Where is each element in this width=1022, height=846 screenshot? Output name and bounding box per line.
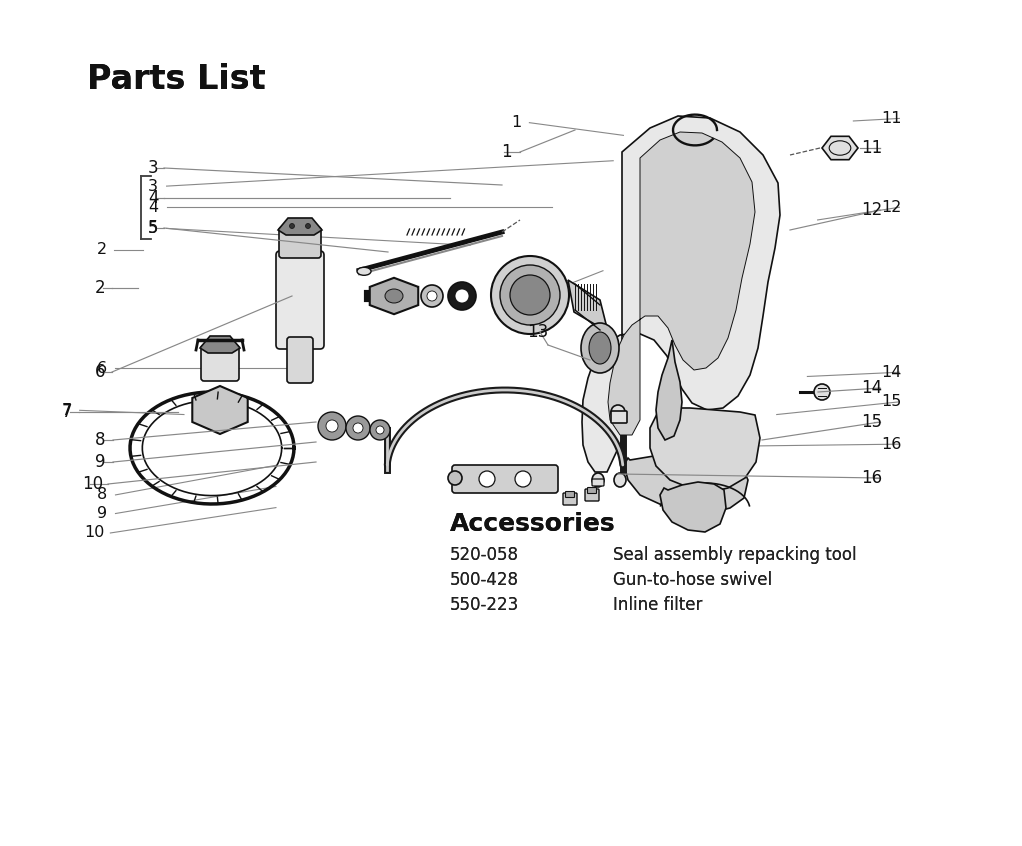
Text: 2: 2 — [95, 279, 105, 297]
Text: Parts List: Parts List — [87, 63, 266, 96]
Polygon shape — [370, 277, 418, 314]
Text: 9: 9 — [95, 453, 105, 471]
Text: 4: 4 — [148, 189, 158, 207]
Text: 500-428: 500-428 — [450, 571, 519, 589]
Text: 5: 5 — [148, 221, 158, 236]
Text: Seal assembly repacking tool: Seal assembly repacking tool — [613, 546, 856, 563]
Ellipse shape — [376, 426, 384, 434]
FancyBboxPatch shape — [585, 489, 599, 501]
Ellipse shape — [353, 423, 363, 433]
FancyBboxPatch shape — [276, 251, 324, 349]
Text: 14: 14 — [881, 365, 901, 380]
Polygon shape — [608, 132, 755, 435]
Text: 6: 6 — [95, 363, 105, 381]
Polygon shape — [660, 482, 726, 532]
Polygon shape — [650, 408, 760, 492]
Text: Seal assembly repacking tool: Seal assembly repacking tool — [613, 546, 856, 563]
FancyBboxPatch shape — [279, 227, 321, 258]
Text: 550-223: 550-223 — [450, 596, 519, 614]
Polygon shape — [624, 452, 748, 513]
Text: 16: 16 — [881, 437, 901, 452]
Polygon shape — [582, 116, 780, 472]
Ellipse shape — [306, 223, 311, 228]
Text: 3: 3 — [148, 179, 158, 194]
Text: 7: 7 — [62, 403, 73, 421]
Text: 14: 14 — [861, 379, 882, 397]
Text: 11: 11 — [881, 111, 901, 126]
Ellipse shape — [580, 323, 619, 373]
Ellipse shape — [326, 420, 338, 432]
Text: 8: 8 — [95, 431, 105, 449]
Ellipse shape — [385, 289, 403, 303]
Text: 16: 16 — [861, 469, 882, 487]
Ellipse shape — [448, 282, 476, 310]
Text: 6: 6 — [97, 360, 107, 376]
Ellipse shape — [455, 289, 469, 303]
FancyBboxPatch shape — [201, 345, 239, 381]
FancyBboxPatch shape — [588, 487, 597, 493]
Ellipse shape — [357, 267, 371, 275]
Ellipse shape — [500, 265, 560, 325]
FancyBboxPatch shape — [452, 465, 558, 493]
Text: 550-223: 550-223 — [450, 596, 519, 614]
Text: Gun-to-hose swivel: Gun-to-hose swivel — [613, 571, 773, 589]
Polygon shape — [200, 336, 240, 353]
Ellipse shape — [370, 420, 390, 440]
Polygon shape — [568, 280, 608, 332]
Ellipse shape — [611, 405, 625, 419]
Text: Accessories: Accessories — [450, 512, 615, 536]
FancyBboxPatch shape — [287, 337, 313, 383]
Text: 2: 2 — [97, 242, 107, 257]
Ellipse shape — [318, 412, 346, 440]
Polygon shape — [192, 386, 247, 434]
Text: 520-058: 520-058 — [450, 546, 519, 563]
Text: 8: 8 — [97, 487, 107, 503]
FancyBboxPatch shape — [565, 492, 574, 497]
Ellipse shape — [427, 291, 437, 301]
Text: 3: 3 — [148, 159, 158, 177]
FancyBboxPatch shape — [563, 493, 577, 505]
Text: 4: 4 — [148, 200, 158, 215]
Text: 7: 7 — [61, 403, 72, 418]
Text: 15: 15 — [881, 394, 901, 409]
Ellipse shape — [515, 471, 531, 487]
Polygon shape — [656, 340, 682, 440]
Text: 12: 12 — [861, 201, 882, 219]
Text: Inline filter: Inline filter — [613, 596, 702, 614]
Text: 1: 1 — [502, 143, 512, 161]
Ellipse shape — [479, 471, 495, 487]
Text: 5: 5 — [148, 219, 158, 237]
Polygon shape — [278, 218, 322, 235]
Text: Gun-to-hose swivel: Gun-to-hose swivel — [613, 571, 773, 589]
Ellipse shape — [346, 416, 370, 440]
Ellipse shape — [614, 473, 626, 487]
Text: 500-428: 500-428 — [450, 571, 519, 589]
FancyBboxPatch shape — [592, 479, 604, 486]
Text: 12: 12 — [881, 200, 901, 215]
Text: 9: 9 — [97, 506, 107, 521]
Text: 13: 13 — [526, 323, 548, 341]
Text: 13: 13 — [540, 293, 560, 308]
Ellipse shape — [289, 223, 294, 228]
Text: 1: 1 — [511, 115, 521, 130]
Text: 520-058: 520-058 — [450, 546, 519, 563]
Text: Inline filter: Inline filter — [613, 596, 702, 614]
FancyBboxPatch shape — [611, 411, 628, 423]
Text: Parts List: Parts List — [87, 63, 266, 96]
Ellipse shape — [448, 471, 462, 485]
Text: 11: 11 — [861, 139, 882, 157]
Text: 15: 15 — [861, 413, 882, 431]
Polygon shape — [822, 136, 858, 160]
Text: 10: 10 — [84, 525, 104, 541]
Text: 10: 10 — [82, 475, 103, 493]
Ellipse shape — [510, 275, 550, 315]
Ellipse shape — [592, 473, 604, 487]
Ellipse shape — [814, 384, 830, 400]
Ellipse shape — [589, 332, 611, 364]
Ellipse shape — [491, 256, 569, 334]
Text: Accessories: Accessories — [450, 512, 615, 536]
Ellipse shape — [421, 285, 443, 307]
